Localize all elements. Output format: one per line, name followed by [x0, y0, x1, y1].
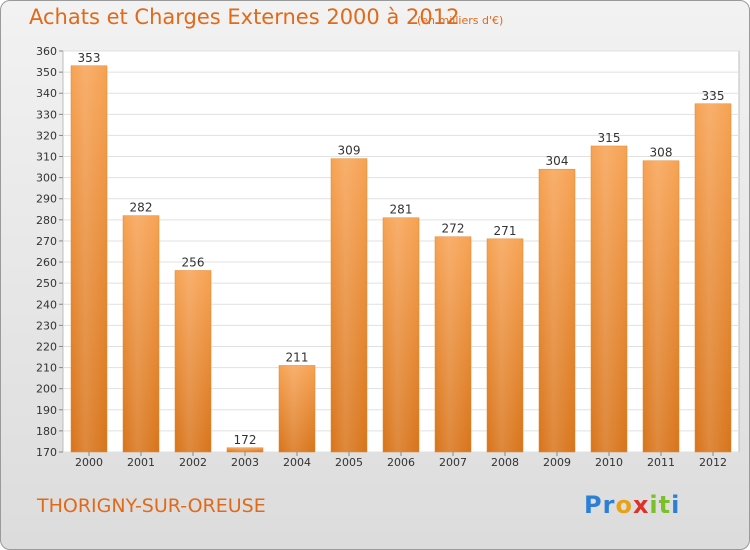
data-label: 271 — [494, 224, 517, 238]
bar-highlight — [435, 236, 471, 452]
bar-highlight — [383, 217, 419, 452]
bar-highlight — [591, 145, 627, 452]
y-tick-label: 310 — [36, 151, 57, 164]
x-tick-label: 2003 — [231, 456, 259, 469]
y-tick-label: 230 — [36, 319, 57, 332]
x-axis-labels: 2000 2001 2002 2003 2004 2005 2006 2007 2008 2009… — [75, 452, 727, 469]
y-tick-label: 220 — [36, 340, 57, 353]
data-label: 281 — [390, 203, 413, 217]
data-label: 315 — [598, 131, 621, 145]
data-label: 211 — [286, 350, 309, 364]
bar-highlight — [331, 158, 367, 452]
data-label: 309 — [338, 144, 361, 158]
x-tick-label: 2005 — [335, 456, 363, 469]
bar-highlight — [539, 169, 575, 453]
y-tick-label: 290 — [36, 193, 57, 206]
y-tick-label: 280 — [36, 214, 57, 227]
city-name: THORIGNY-SUR-OREUSE — [37, 495, 266, 517]
y-tick-label: 260 — [36, 256, 57, 269]
y-tick-label: 330 — [36, 108, 57, 121]
y-axis-labels: 170 180 190 200 210 220 230 240 250 260 270 280 290 3… — [36, 45, 57, 459]
y-tick-label: 200 — [36, 383, 57, 396]
y-tick-label: 240 — [36, 298, 57, 311]
x-tick-label: 2011 — [647, 456, 675, 469]
data-label: 272 — [442, 222, 465, 236]
y-tick-label: 340 — [36, 87, 57, 100]
x-tick-label: 2010 — [595, 456, 623, 469]
x-tick-label: 2002 — [179, 456, 207, 469]
y-tick-label: 320 — [36, 129, 57, 142]
logo-letter: r — [602, 491, 616, 519]
logo-letter: i — [671, 491, 681, 519]
bar-highlight — [175, 270, 211, 452]
x-tick-label: 2001 — [127, 456, 155, 469]
y-tick-label: 180 — [36, 425, 57, 438]
x-tick-label: 2006 — [387, 456, 415, 469]
logo-letter: t — [658, 491, 672, 519]
logo-letter: x — [632, 491, 650, 519]
bar-highlight — [227, 447, 263, 452]
x-tick-label: 2007 — [439, 456, 467, 469]
logo-letter: o — [615, 491, 633, 519]
y-tick-label: 270 — [36, 235, 57, 248]
y-tick-label: 210 — [36, 362, 57, 375]
data-label: 353 — [78, 51, 101, 65]
x-tick-label: 2012 — [699, 456, 727, 469]
y-tick-label: 170 — [36, 446, 57, 459]
bar-highlight — [279, 365, 315, 452]
x-tick-label: 2009 — [543, 456, 571, 469]
y-tick-label: 350 — [36, 66, 57, 79]
data-label: 304 — [546, 154, 569, 168]
data-label: 335 — [702, 89, 725, 103]
data-labels: 353 282 256 172 211 309 281 272 271 304 315 308 335 — [78, 51, 725, 447]
x-tick-label: 2008 — [491, 456, 519, 469]
y-tick-label: 300 — [36, 172, 57, 185]
x-tick-label: 2000 — [75, 456, 103, 469]
y-tick-label: 360 — [36, 45, 57, 58]
y-tick-label: 190 — [36, 404, 57, 417]
x-tick-label: 2004 — [283, 456, 311, 469]
bar-highlight — [643, 160, 679, 452]
logo-letter: P — [584, 491, 603, 519]
data-label: 172 — [234, 433, 257, 447]
bar-highlight — [123, 215, 159, 452]
y-tick-label: 250 — [36, 277, 57, 290]
proxiti-logo: Proxiti — [584, 491, 680, 519]
bar-highlight — [71, 65, 107, 452]
chart-unit: (en milliers d'€) — [417, 14, 504, 27]
data-label: 256 — [182, 255, 205, 269]
bar-highlight — [695, 103, 731, 453]
data-label: 282 — [130, 201, 153, 215]
logo-letter: i — [649, 491, 659, 519]
chart-title: Achats et Charges Externes 2000 à 2012 — [29, 5, 460, 29]
data-label: 308 — [650, 146, 673, 160]
bars — [70, 65, 732, 453]
bar-highlight — [487, 238, 523, 452]
